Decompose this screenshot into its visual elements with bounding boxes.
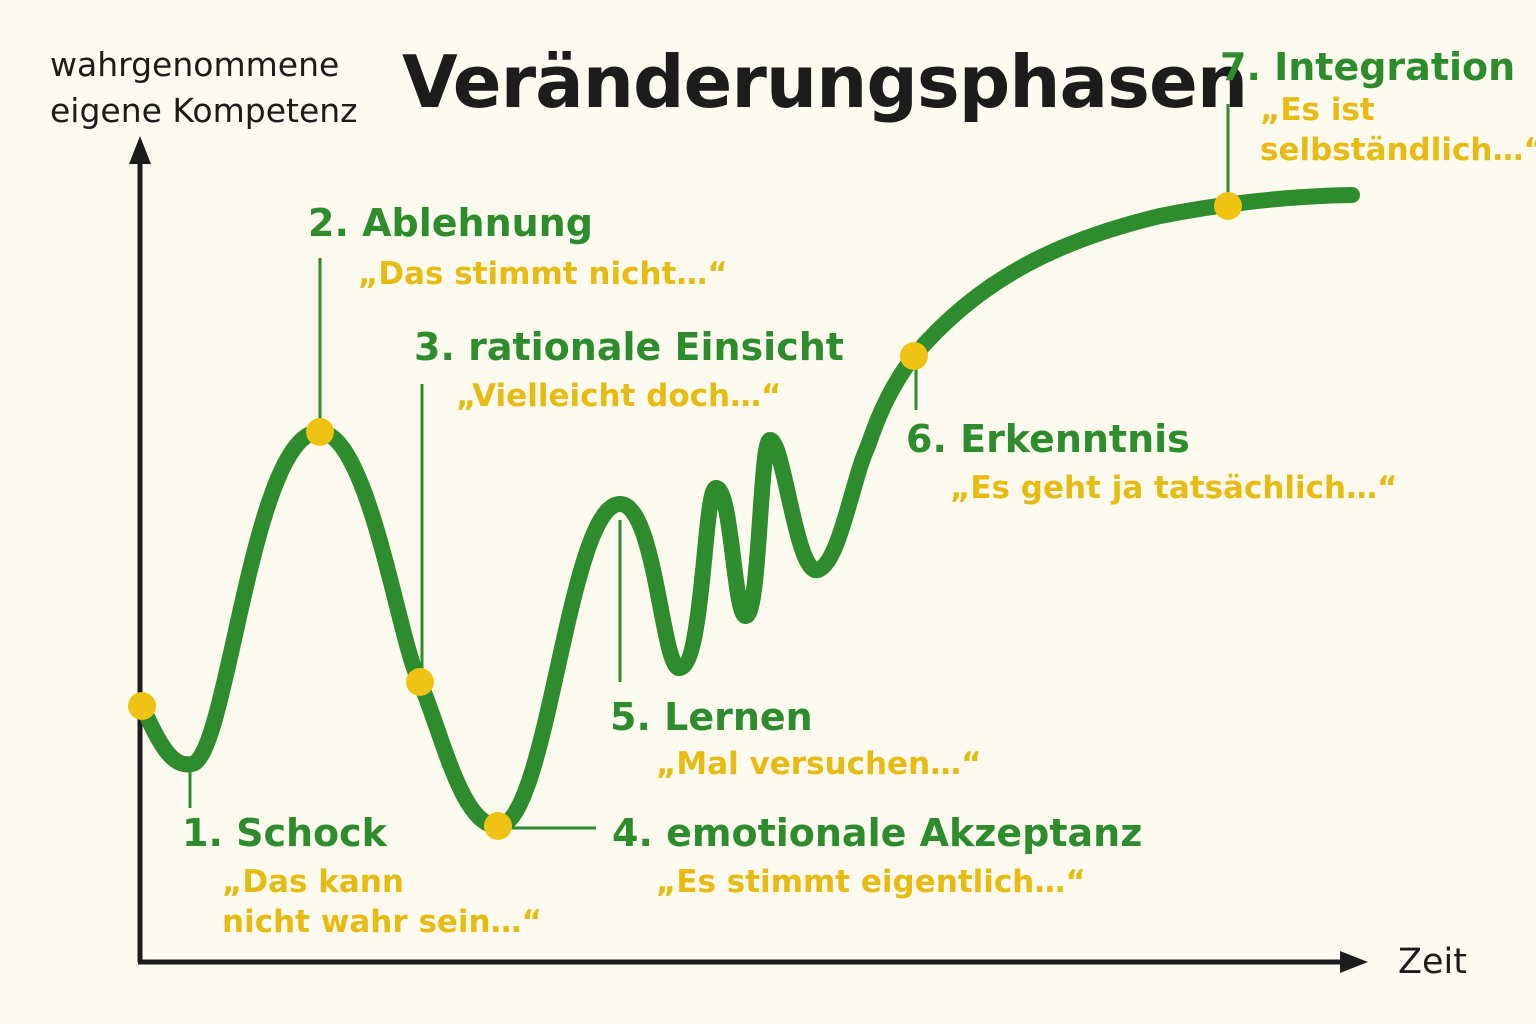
phase-quote: „Es geht ja tatsächlich…“ <box>950 470 1398 506</box>
marker-einsicht <box>406 668 434 696</box>
marker-erkenntnis <box>900 342 928 370</box>
y-axis-label-text: wahrgenommene eigene Kompetenz <box>50 45 358 130</box>
phase-emotionale-akzeptanz: 4. emotionale Akzeptanz „Es stimmt eigen… <box>612 810 1142 902</box>
phase-name: 6. Erkenntnis <box>906 417 1190 461</box>
phase-integration: 7. Integration „Es ist selbständlich…“ <box>1220 44 1536 170</box>
phase-lernen: 5. Lernen „Mal versuchen…“ <box>610 694 982 784</box>
marker-akzeptanz <box>484 812 512 840</box>
phase-rationale-einsicht: 3. rationale Einsicht „Vielleicht doch…“ <box>414 324 844 416</box>
phase-quote: „Es ist selbständlich…“ <box>1260 92 1536 168</box>
phase-name: 2. Ablehnung <box>308 201 593 245</box>
phase-quote: „Mal versuchen…“ <box>656 746 982 782</box>
phase-ablehnung: 2. Ablehnung „Das stimmt nicht…“ <box>308 200 728 294</box>
phase-name: 3. rationale Einsicht <box>414 325 844 369</box>
phase-name: 7. Integration <box>1220 45 1516 89</box>
phase-quote: „Es stimmt eigentlich…“ <box>656 864 1086 900</box>
phase-quote: „Das stimmt nicht…“ <box>358 256 728 292</box>
marker-ablehnung <box>306 418 334 446</box>
phase-quote: „Vielleicht doch…“ <box>456 378 782 414</box>
marker-schock <box>128 692 156 720</box>
phase-name: 4. emotionale Akzeptanz <box>612 811 1143 855</box>
phase-schock: 1. Schock „Das kann nicht wahr sein…“ <box>182 810 542 942</box>
phase-name: 1. Schock <box>182 811 387 855</box>
y-axis-arrowhead <box>129 136 151 164</box>
phase-quote: „Das kann nicht wahr sein…“ <box>222 864 543 940</box>
x-axis-label: Zeit <box>1398 942 1467 982</box>
phase-name: 5. Lernen <box>610 695 813 739</box>
phase-erkenntnis: 6. Erkenntnis „Es geht ja tatsächlich…“ <box>906 416 1397 508</box>
competence-curve <box>134 187 1360 834</box>
diagram-title: Veränderungsphasen <box>402 40 1248 124</box>
x-axis-arrowhead <box>1340 951 1368 973</box>
y-axis-label: wahrgenommene eigene Kompetenz <box>50 42 358 134</box>
marker-integration <box>1214 192 1242 220</box>
